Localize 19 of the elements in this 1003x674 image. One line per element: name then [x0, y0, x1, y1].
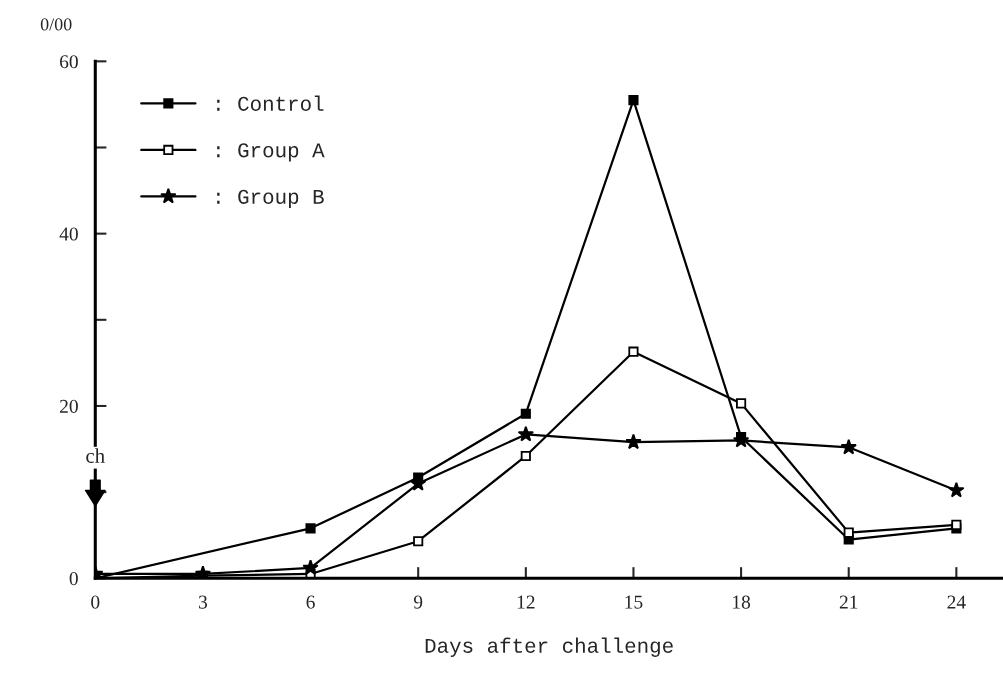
x-tick-label: 0 [91, 595, 100, 609]
legend-label: : Group A [217, 143, 325, 162]
y-tick-label: 40 [59, 227, 78, 241]
x-tick-label: 18 [733, 595, 751, 609]
y-tick-label: 60 [60, 55, 78, 69]
annotation: ch [86, 448, 105, 463]
x-tick-label: 12 [517, 595, 535, 609]
y-tick-label: 0 [69, 572, 78, 586]
x-tick-label: 21 [839, 595, 858, 609]
legend-label: : Control [217, 95, 324, 111]
x-tick-label: 24 [947, 595, 966, 609]
y-tick-label: 20 [60, 399, 78, 413]
legend-label: : Group B [217, 189, 324, 209]
x-tick-label: 9 [413, 595, 423, 609]
x-tick-label: 3 [198, 595, 208, 609]
x-axis-title: Days after challenge [425, 637, 673, 658]
x-tick-label: 6 [306, 595, 315, 609]
y-axis-title: 0/00 [40, 18, 72, 31]
x-tick-label: 15 [625, 595, 643, 609]
